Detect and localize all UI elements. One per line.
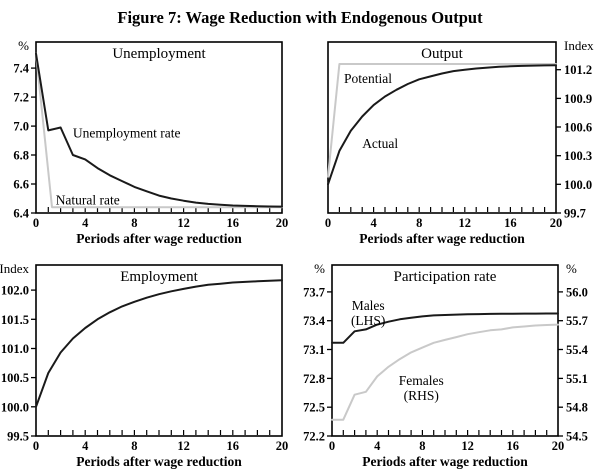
series-label: Males [352,298,385,313]
plot-frame [35,41,283,214]
y-tick-label: 6.8 [13,149,29,163]
y-tick-label: 73.1 [303,343,325,357]
y-tick-label: 101.5 [1,313,29,327]
y-tick-label: 100.9 [564,92,592,106]
x-tick-label: 0 [33,216,39,230]
x-tick-label: 4 [370,216,377,230]
x-tick-label: 0 [329,439,335,453]
figure-title: Figure 7: Wage Reduction with Endogenous… [117,8,483,27]
series-label: Natural rate [56,192,120,207]
plot-frame [331,264,559,437]
plot-frame [35,264,283,437]
chart-panel-employment: 0 4 8 12 16 20 102.0 101.5 101.0 100.5 100.0 99.5 In… [0,261,289,469]
y-tick-label: 100.0 [1,400,29,414]
y-tick-label: 6.4 [13,207,29,221]
y-tick-label: 100.6 [564,121,592,135]
y-tick-label: 7.4 [13,62,29,76]
plot-frame [327,41,557,214]
series-natural-rate [35,52,283,209]
x-tick-label: 16 [227,439,240,453]
y-axis-unit-label: % [314,261,325,276]
panel-title: Participation rate [394,269,497,285]
x-tick-label: 16 [504,216,517,230]
x-tick-label: 20 [550,216,563,230]
series-employment [35,279,283,408]
x-tick-label: 12 [177,216,190,230]
y-tick-label: 99.5 [7,430,29,444]
x-tick-label: 8 [416,216,422,230]
x-tick-label: 20 [552,439,565,453]
x-tick-label: 8 [131,216,137,230]
y-axis-unit-label: % [18,38,29,53]
x-tick-label: 0 [325,216,331,230]
y-tick-label: 101.2 [564,63,592,77]
x-tick-label: 0 [33,439,39,453]
y-tick-label: 100.0 [564,178,592,192]
y-tick-label: 72.8 [303,372,325,386]
y-tick-label: 56.0 [566,285,588,299]
y-tick-label: 54.8 [566,401,588,415]
y-axis-unit-label: Index [0,261,29,276]
x-tick-label: 8 [419,439,425,453]
x-axis-label: Periods after wage reduction [76,454,242,469]
y-tick-label: 73.4 [303,314,326,328]
y-tick-label: 73.7 [303,285,325,299]
series-label: (RHS) [404,388,439,403]
y-tick-label: 6.6 [13,178,29,192]
chart-panel-participation-rate: 0 4 8 12 16 20 73.7 73.4 73.1 72.8 72.5 72.2% 56.0 55… [303,261,589,469]
x-tick-label: 4 [82,216,89,230]
y-tick-label: 54.5 [566,430,588,444]
chart-panel-output: 0 4 8 12 16 20 101.2 100.9 100.6 100.3 100.0 99.7 In… [325,38,594,246]
x-tick-label: 16 [507,439,520,453]
y-tick-label: 72.2 [303,430,325,444]
y-tick-label: 55.1 [566,372,588,386]
y-tick-label: 102.0 [1,284,29,298]
series-unemployment-rate [35,52,283,208]
x-tick-label: 12 [461,439,474,453]
x-tick-label: 12 [177,439,190,453]
series-label: Females [399,373,444,388]
y-axis-unit-label: Index [564,38,594,53]
y-tick-label: 72.5 [303,401,325,415]
x-tick-label: 16 [227,216,240,230]
series-potential [327,63,557,178]
y-tick-label: 55.4 [566,343,589,357]
y-tick-label: 99.7 [564,207,586,221]
x-tick-label: 20 [276,216,289,230]
panel-title: Unemployment [112,46,206,62]
series-label: Unemployment rate [73,126,181,141]
y-tick-label: 7.0 [13,120,29,134]
x-axis-label: Periods after wage reduction [359,231,525,246]
y-tick-label: 100.3 [564,149,592,163]
y-tick-label: 55.7 [566,314,588,328]
y-tick-label: 101.0 [1,342,29,356]
y-tick-label: 7.2 [13,91,29,105]
series-label: (LHS) [351,313,386,328]
x-tick-label: 12 [459,216,472,230]
x-tick-label: 4 [82,439,89,453]
x-axis-label: Periods after wage reduction [362,454,528,469]
chart-panel-unemployment: 0 4 8 12 16 20 7.4 7.2 7.0 6.8 6.6 6.4% Natural rate… [13,38,289,246]
y-axis-unit-label: % [566,261,577,276]
panel-title: Output [421,46,464,62]
series-actual [327,64,557,186]
x-tick-label: 20 [276,439,289,453]
series-label: Potential [344,71,392,86]
y-tick-label: 100.5 [1,371,29,385]
x-tick-label: 8 [131,439,137,453]
x-tick-label: 4 [374,439,381,453]
series-males-lhs [331,312,559,344]
series-label: Actual [362,136,398,151]
x-axis-label: Periods after wage reduction [76,231,242,246]
series-females-rhs [331,323,559,421]
panel-title: Employment [120,269,198,285]
charts-grid: 0 4 8 12 16 20 7.4 7.2 7.0 6.8 6.6 6.4% Natural rate… [0,30,600,476]
